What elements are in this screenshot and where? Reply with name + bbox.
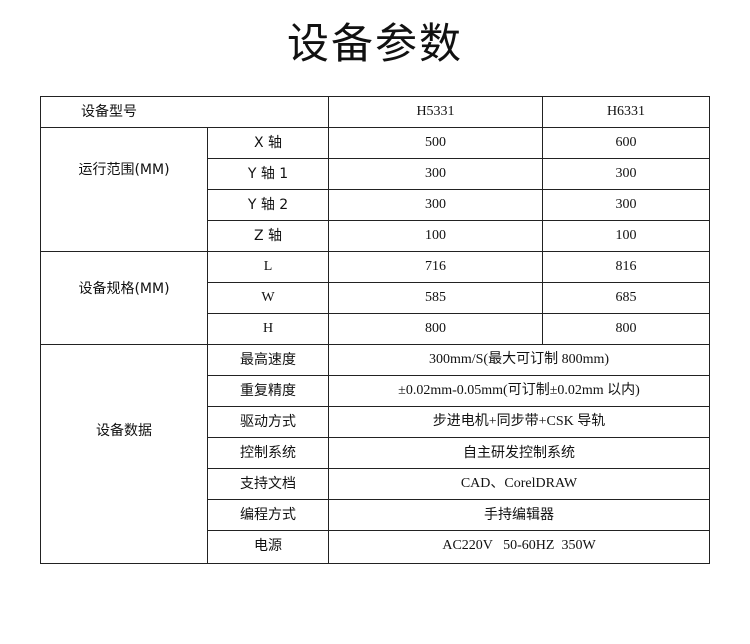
table-row: W 585 685 [41,282,710,314]
row-label: 重复精度 [207,375,329,407]
row-label: 电源 [207,530,329,564]
table-header-row: 设备型号 H5331 H6331 [40,96,710,128]
group-label-size: 设备规格(MM) [40,251,208,345]
cell-value: AC220V 50-60HZ 350W [328,530,710,564]
cell-value: 500 [328,127,543,159]
table-row: Y 轴 1 300 300 [41,158,710,190]
table-row: Y 轴 2 300 300 [41,189,710,221]
page-title: 设备参数 [286,19,463,68]
row-label: Z 轴 [207,220,329,252]
cell-value: 自主研发控制系统 [328,437,710,469]
cell-value: 800 [542,313,710,345]
cell-value: 步进电机+同步带+CSK 导轨 [328,406,710,438]
table-row: Z 轴 100 100 [41,220,710,252]
row-label: Y 轴 1 [207,158,329,190]
row-label: H [207,313,329,345]
row-label: 编程方式 [207,499,329,531]
cell-value: 手持编辑器 [328,499,710,531]
group-label-range: 运行范围(MM) [40,127,208,252]
cell-value: CAD、CorelDRAW [328,468,710,500]
model-h5331: H5331 [328,96,543,128]
cell-value: 585 [328,282,543,314]
model-label: 设备型号 [40,96,329,128]
row-label: 支持文档 [207,468,329,500]
table-row: 驱动方式 步进电机+同步带+CSK 导轨 [41,406,710,438]
row-label: Y 轴 2 [207,189,329,221]
table-row: 设备数据 最高速度 300mm/S(最大可订制 800mm) [40,344,710,564]
cell-value: 300 [328,189,543,221]
cell-value: 100 [328,220,543,252]
cell-value: 816 [542,251,710,283]
cell-value: 716 [328,251,543,283]
row-label: 驱动方式 [207,406,329,438]
row-label: 最高速度 [207,344,329,376]
cell-value: 100 [542,220,710,252]
cell-value: 600 [542,127,710,159]
spec-table: 设备型号 H5331 H6331 运行范围(MM) X 轴 500 600 Y … [40,96,710,564]
row-label: L [207,251,329,283]
row-label: W [207,282,329,314]
cell-value: 300 [328,158,543,190]
table-row: 设备规格(MM) L 716 816 [40,251,710,345]
cell-value: 685 [542,282,710,314]
group-label-data: 设备数据 [40,344,208,564]
model-h6331: H6331 [542,96,710,128]
table-row: 重复精度 ±0.02mm-0.05mm(可订制±0.02mm 以内) [41,375,710,407]
cell-value: 300 [542,189,710,221]
row-label: X 轴 [207,127,329,159]
cell-value: 300mm/S(最大可订制 800mm) [328,344,710,376]
cell-value: 300 [542,158,710,190]
table-row: 运行范围(MM) X 轴 500 600 [40,127,710,252]
cell-value: 800 [328,313,543,345]
cell-value: ±0.02mm-0.05mm(可订制±0.02mm 以内) [328,375,710,407]
row-label: 控制系统 [207,437,329,469]
table-row: 电源 AC220V 50-60HZ 350W [41,530,710,564]
